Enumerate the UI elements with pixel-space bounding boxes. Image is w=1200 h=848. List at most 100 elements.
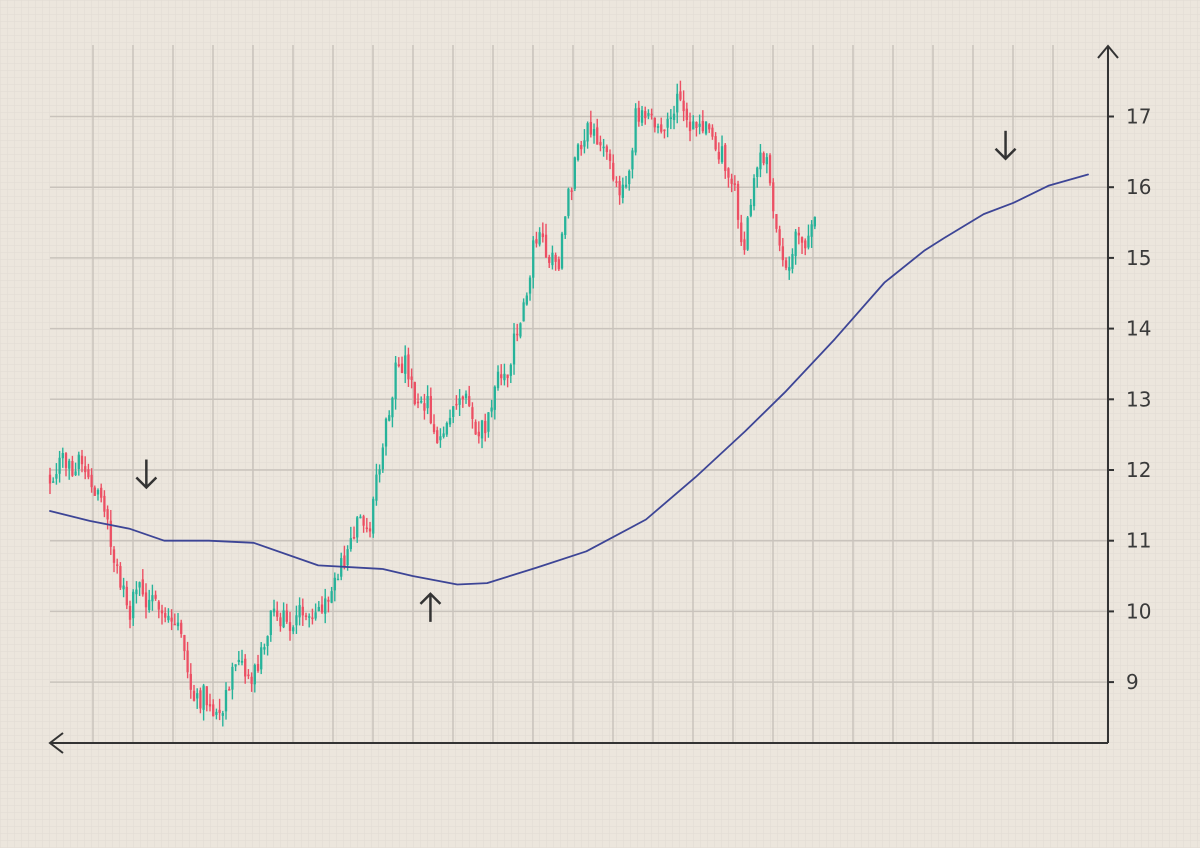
candle-up xyxy=(586,123,589,142)
candle-up xyxy=(135,589,138,595)
candle-up xyxy=(224,689,228,712)
candle-down xyxy=(516,333,519,336)
candle-down xyxy=(199,690,202,709)
candle-down xyxy=(327,599,330,602)
candle-up xyxy=(388,415,391,421)
y-tick-label: 16 xyxy=(1126,175,1151,199)
candle-up xyxy=(525,295,528,305)
up-arrow-icon xyxy=(419,592,442,622)
candle-down xyxy=(407,354,410,380)
candle-up xyxy=(237,659,240,662)
candle-up xyxy=(692,121,695,130)
candle-down xyxy=(276,610,279,617)
candle-down xyxy=(205,686,208,706)
candle-up xyxy=(791,254,794,269)
candle-down xyxy=(429,396,432,424)
y-tick-label: 10 xyxy=(1126,599,1151,623)
candle-up xyxy=(676,93,679,113)
candle-down xyxy=(615,181,618,183)
y-tick-label: 9 xyxy=(1126,670,1139,694)
candle-up xyxy=(647,113,650,116)
candle-up xyxy=(269,610,272,635)
candle-up xyxy=(240,660,244,663)
candle-down xyxy=(100,487,103,498)
candle-up xyxy=(519,323,522,337)
candle-down xyxy=(362,516,365,526)
candle-up xyxy=(528,277,532,294)
candle-up xyxy=(752,178,756,207)
candle-down xyxy=(64,453,68,468)
candle-up xyxy=(621,184,624,198)
candle-up xyxy=(148,599,151,610)
candle-up xyxy=(592,129,596,136)
candle-down xyxy=(724,144,727,171)
candle-down xyxy=(596,127,599,145)
candle-down xyxy=(644,111,647,119)
candle-down xyxy=(589,121,592,135)
candle-up xyxy=(221,713,224,716)
candle-up xyxy=(132,591,135,619)
candle-up xyxy=(151,595,154,602)
candle-down xyxy=(605,146,608,153)
moving-average-line xyxy=(49,173,1089,586)
candle-down xyxy=(474,421,477,435)
candle-down xyxy=(154,594,157,599)
candle-down xyxy=(160,610,164,614)
candle-up xyxy=(522,302,525,322)
candle-up xyxy=(458,398,461,405)
candle-down xyxy=(500,374,503,379)
candle-down xyxy=(484,420,487,434)
candle-up xyxy=(480,420,484,439)
y-tick-label: 17 xyxy=(1126,105,1151,129)
candle-down xyxy=(701,120,704,132)
y-tick-label: 15 xyxy=(1126,246,1151,270)
candle-down xyxy=(103,495,106,512)
down-arrow-icon xyxy=(994,130,1017,161)
candle-up xyxy=(509,364,512,376)
candle-down xyxy=(304,615,308,617)
candle-down xyxy=(144,592,148,608)
candle-up xyxy=(628,170,631,185)
candle-down xyxy=(186,650,189,673)
candle-down xyxy=(471,407,474,419)
candle-down xyxy=(106,509,109,520)
candle-up xyxy=(538,232,541,245)
candle-down xyxy=(80,455,84,465)
candle-up xyxy=(317,606,320,612)
candle-up xyxy=(765,157,768,165)
candle-up xyxy=(215,711,218,715)
candle-down xyxy=(410,376,413,380)
candle-down xyxy=(682,100,685,112)
candle-down xyxy=(352,537,356,539)
candle-down xyxy=(112,549,116,563)
candle-up xyxy=(314,612,317,619)
candle-down xyxy=(128,605,132,620)
candle-up xyxy=(58,457,61,474)
candle-down xyxy=(218,709,221,714)
candle-down xyxy=(256,664,260,671)
candle-down xyxy=(301,606,304,616)
candle-up xyxy=(759,152,762,170)
candle-down xyxy=(247,674,250,677)
candle-up xyxy=(253,664,256,685)
y-tick-label: 13 xyxy=(1126,387,1151,411)
candle-down xyxy=(413,382,416,404)
candle-up xyxy=(756,167,759,178)
candle-down xyxy=(192,690,196,701)
candle-down xyxy=(343,555,346,567)
candle-down xyxy=(650,113,653,116)
candle-down xyxy=(173,623,176,626)
candle-up xyxy=(794,231,797,257)
candle-up xyxy=(573,157,576,189)
candle-up xyxy=(381,447,384,470)
candle-down xyxy=(397,364,400,367)
candle-up xyxy=(356,517,359,538)
candle-down xyxy=(141,579,144,595)
candle-up xyxy=(372,498,375,534)
candle-down xyxy=(653,118,656,128)
candle-down xyxy=(781,246,784,261)
candle-up xyxy=(167,615,170,621)
candle-down xyxy=(423,403,426,411)
moving-average-series xyxy=(49,173,1089,586)
candle-down xyxy=(717,151,720,160)
